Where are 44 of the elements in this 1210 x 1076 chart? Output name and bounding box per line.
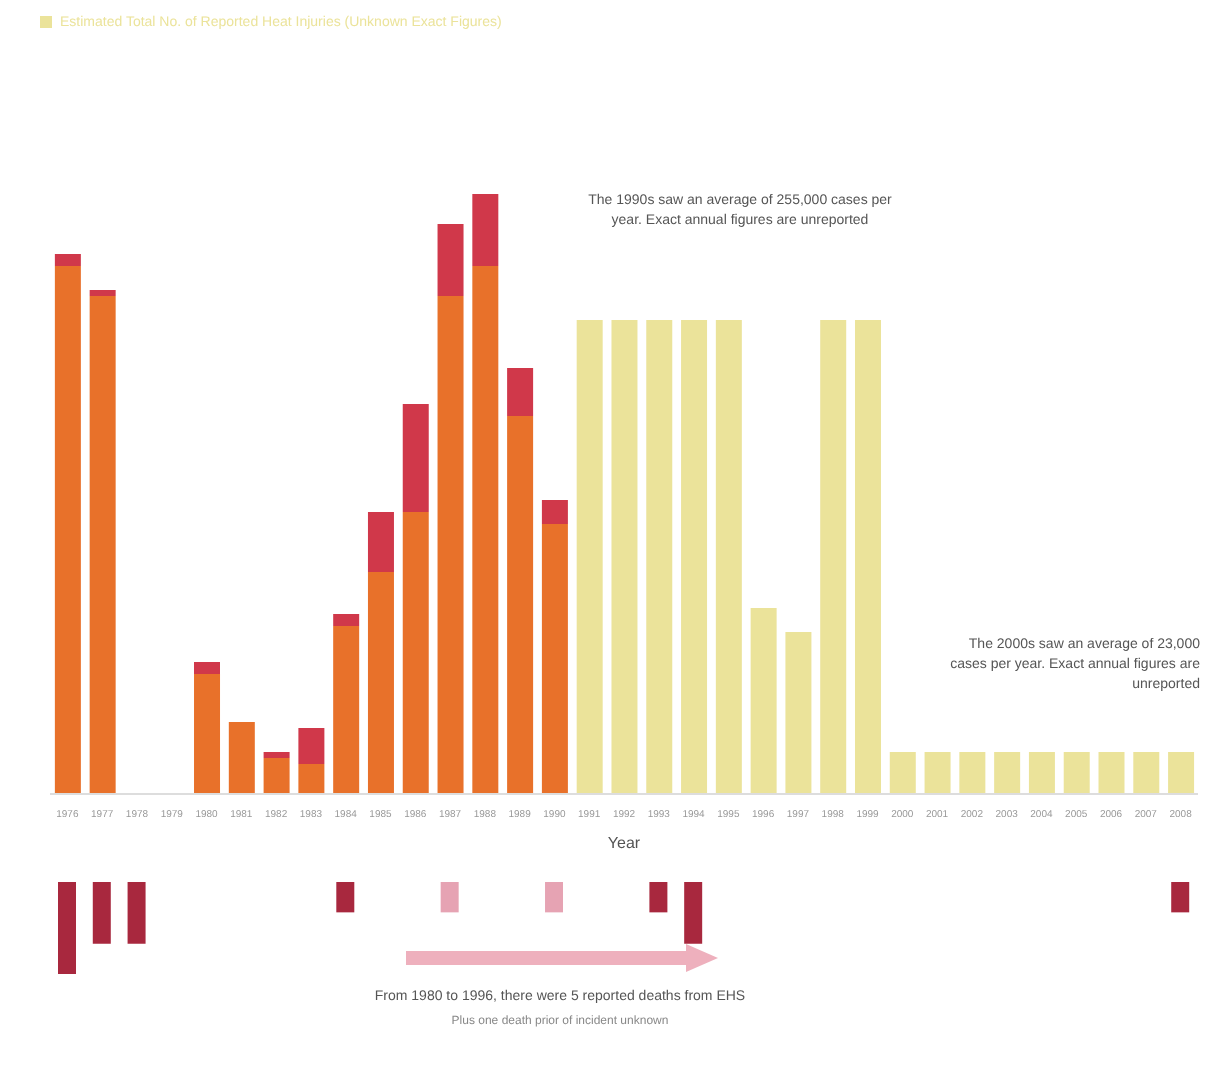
bar — [54, 254, 81, 266]
bar — [889, 752, 916, 794]
bar — [750, 608, 777, 794]
bar — [367, 572, 394, 794]
bar — [472, 194, 499, 266]
bar — [54, 266, 81, 794]
bar — [541, 500, 568, 524]
bar — [1168, 752, 1195, 794]
bar — [785, 632, 812, 794]
bar — [854, 320, 881, 794]
bar — [1098, 752, 1125, 794]
bar — [298, 764, 325, 794]
bar — [402, 512, 429, 794]
bar — [228, 722, 255, 794]
bar — [298, 728, 325, 764]
bar — [437, 224, 464, 296]
bar — [333, 626, 360, 794]
bar — [646, 320, 673, 794]
bar — [959, 752, 986, 794]
bar — [820, 320, 847, 794]
bar — [507, 416, 534, 794]
bar — [194, 662, 221, 674]
bar — [1133, 752, 1160, 794]
bar — [681, 320, 708, 794]
bar — [507, 368, 534, 416]
bar — [194, 674, 221, 794]
bar — [402, 404, 429, 512]
bar — [541, 524, 568, 794]
bar — [367, 512, 394, 572]
bar — [333, 614, 360, 626]
bar — [1028, 752, 1055, 794]
bar — [994, 752, 1021, 794]
bar — [576, 320, 603, 794]
bar — [472, 266, 499, 794]
bar — [715, 320, 742, 794]
x-axis-title: Year — [607, 834, 641, 852]
bar — [924, 752, 951, 794]
bar — [611, 320, 638, 794]
bar — [263, 758, 290, 794]
bar — [437, 296, 464, 794]
bar — [89, 290, 116, 296]
bar — [89, 296, 116, 794]
bar — [263, 752, 290, 758]
bar — [1063, 752, 1090, 794]
